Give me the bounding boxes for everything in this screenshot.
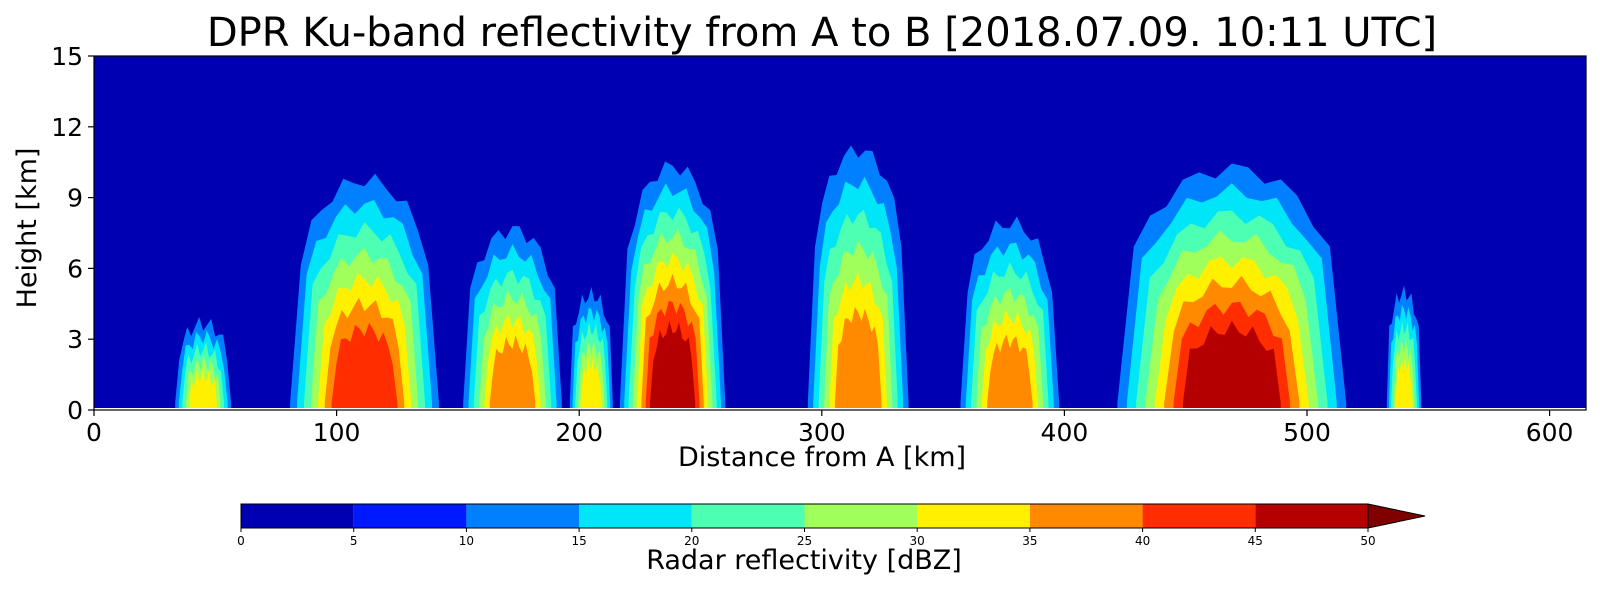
y-tick-label: 6 [67,254,83,283]
chart-title: DPR Ku-band reflectivity from A to B [20… [207,10,1437,56]
colorbar: 0 5 10 15 20 25 30 35 40 45 50 [237,503,1426,548]
colorbar-tick-label: 45 [1248,534,1263,548]
y-axis: 0 3 6 9 12 15 [51,42,94,425]
colorbar-segment [579,504,692,528]
storm-cell [290,173,439,410]
plot-frame [93,55,1587,411]
colorbar-segment [1142,504,1256,528]
storm-cell [1117,163,1347,410]
colorbar-tick-label: 15 [571,534,586,548]
y-tick-label: 12 [51,113,83,142]
colorbar-tick-label: 25 [797,534,812,548]
x-tick-label: 600 [1526,418,1574,447]
y-tick-label: 9 [67,184,83,213]
colorbar-extend-arrow [1367,503,1426,529]
colorbar-tick-label: 10 [459,534,474,548]
colorbar-segment [241,504,354,528]
colorbar-segment [353,504,467,528]
colorbar-segment [1255,504,1368,528]
storm-cell [1386,285,1422,410]
colorbar-tick-label: 40 [1135,534,1150,548]
colorbar-tick-label: 50 [1360,534,1375,548]
reflectivity-contour [1395,355,1413,410]
colorbar-tick-label: 5 [350,534,358,548]
colorbar-tick-label: 35 [1022,534,1037,548]
y-tick-label: 15 [51,42,83,71]
reflectivity-contour [580,355,602,410]
storm-cell [175,317,232,410]
reflectivity-contour [1182,320,1281,410]
storm-cell [619,161,726,410]
reflectivity-contour [189,367,217,410]
reflectivity-contour [650,320,696,410]
colorbar-segment [804,504,918,528]
colorbar-segment [466,504,580,528]
reflectivity-contour [834,306,882,410]
x-axis: 0 100 200 300 400 500 600 [86,410,1573,447]
y-tick-label: 0 [67,396,83,425]
colorbar-label: Radar reflectivity [dBZ] [646,545,962,576]
x-tick-label: 400 [1041,418,1089,447]
colorbar-tick-label: 30 [910,534,925,548]
colorbar-segment [691,504,805,528]
x-tick-label: 500 [1283,418,1331,447]
colorbar-segment [917,504,1030,528]
colorbar-segment [1029,504,1143,528]
reflectivity-contour [489,335,536,410]
colorbar-tick-label: 20 [684,534,699,548]
colorbar-tick-label: 0 [237,534,245,548]
storm-cell [463,226,562,410]
x-tick-label: 300 [798,418,846,447]
x-tick-label: 0 [86,418,102,447]
x-tick-label: 100 [313,418,361,447]
x-axis-label: Distance from A [km] [678,442,966,473]
reflectivity-contour [987,334,1033,410]
plot-area [93,55,1587,411]
storm-cell [960,216,1060,410]
storm-cell [569,286,613,410]
y-axis-label: Height [km] [12,148,43,309]
reflectivity-contour [331,322,398,410]
storm-cell [807,145,909,410]
y-tick-label: 3 [67,325,83,354]
x-tick-label: 200 [555,418,603,447]
